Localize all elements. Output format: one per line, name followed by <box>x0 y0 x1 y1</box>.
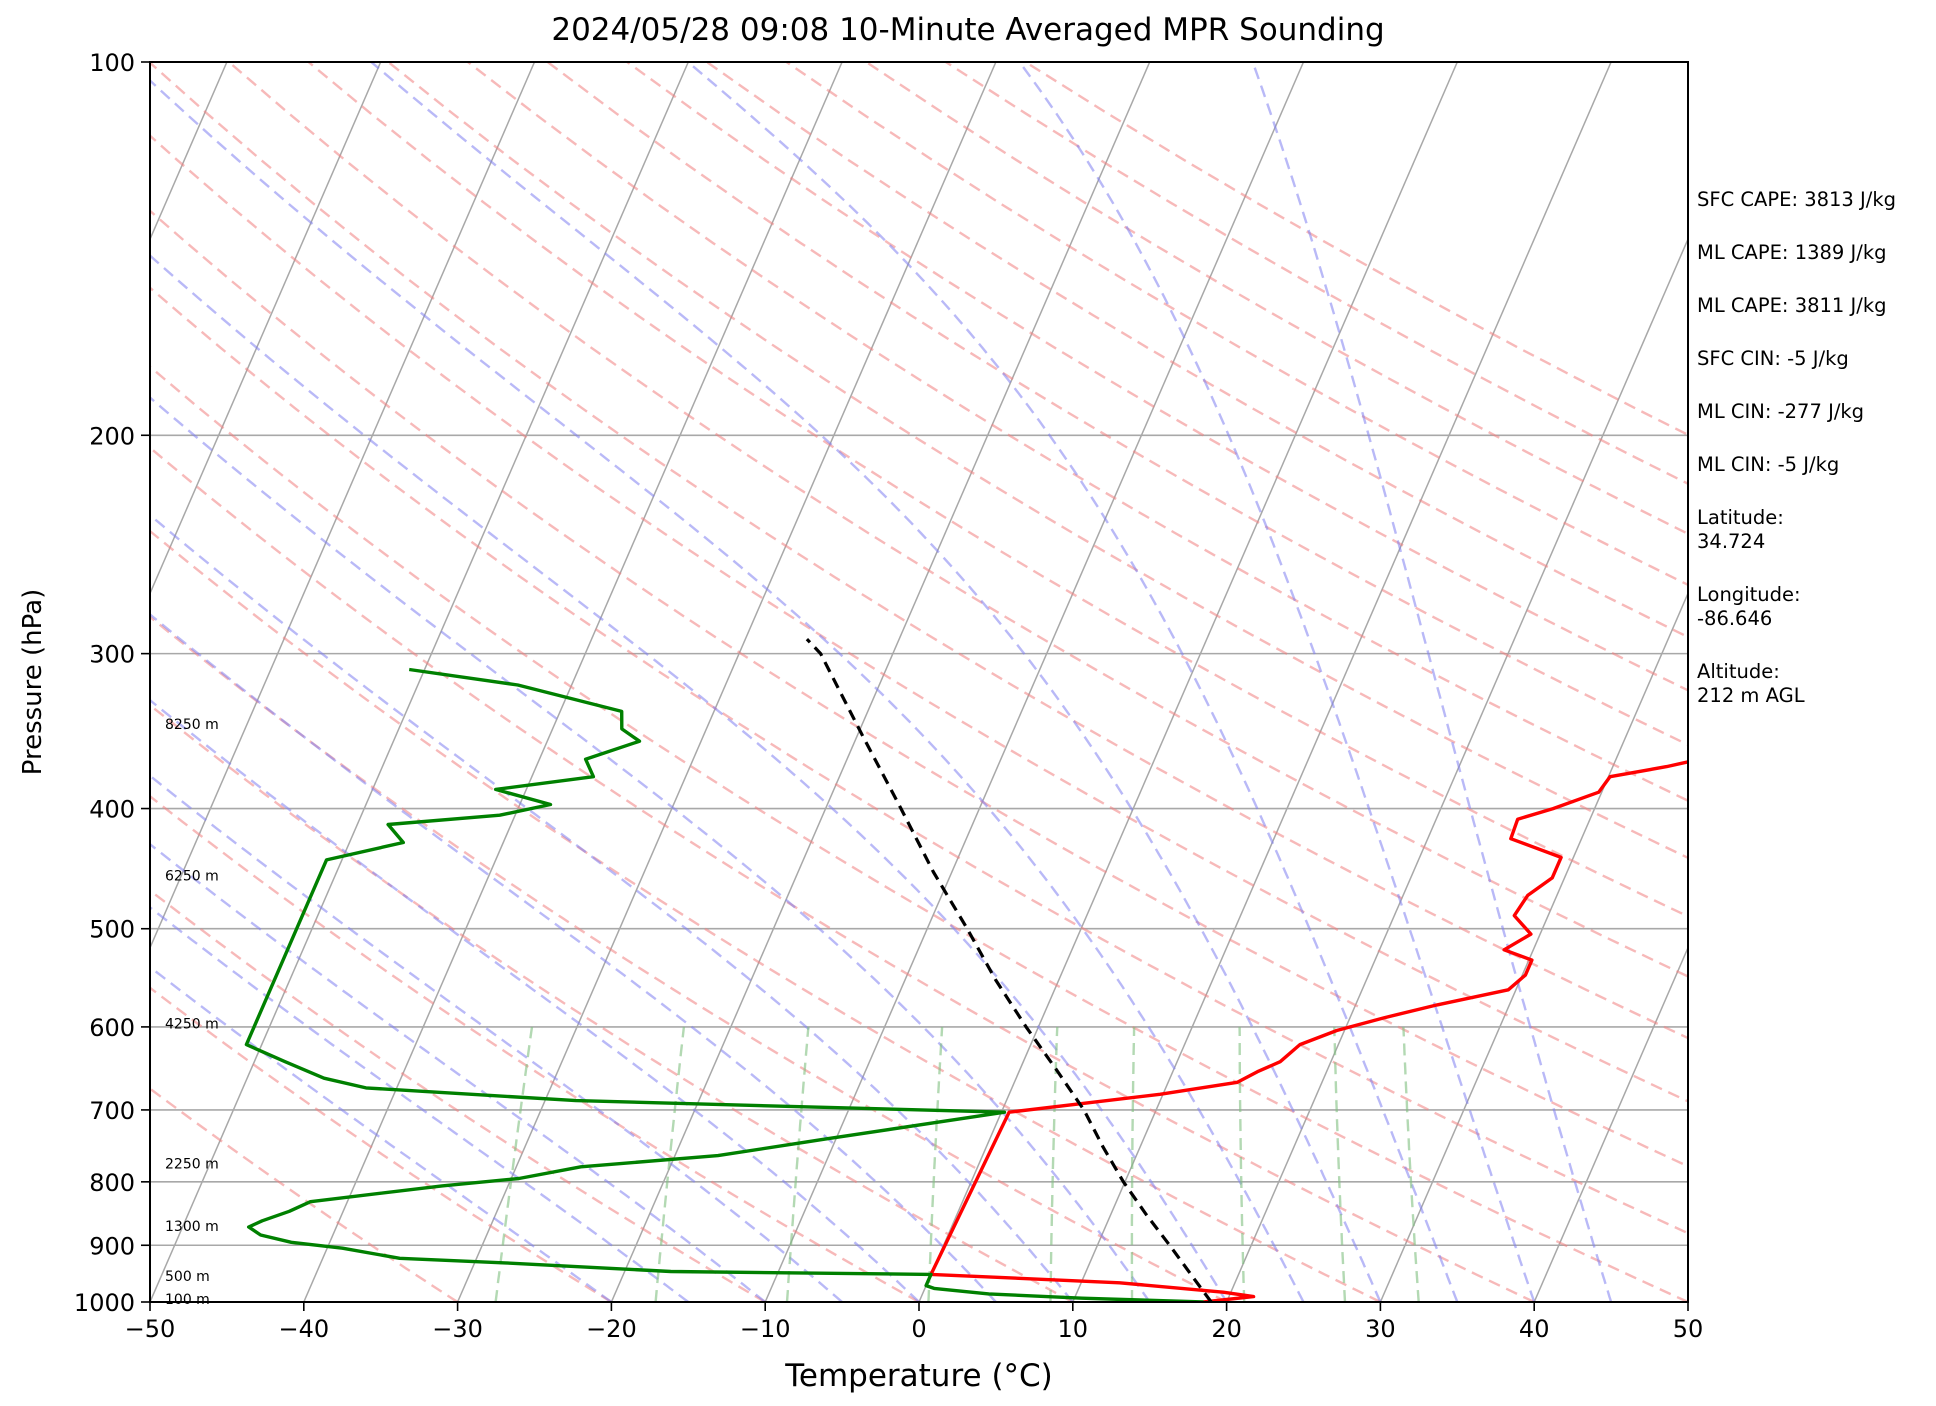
y-axis-label: Pressure (hPa) <box>18 589 48 776</box>
isotherm-line <box>1225 237 1688 1302</box>
moist-adiabat-line <box>150 396 1151 1302</box>
dry-adiabat-line <box>706 62 1688 639</box>
y-tick-label: 1000 <box>74 1289 135 1317</box>
isotherm-line <box>764 62 1305 1302</box>
mixing-ratio-line <box>785 1026 810 1302</box>
isotherm-line <box>610 62 1151 1302</box>
moist-adiabat-line <box>370 62 1382 1302</box>
dry-adiabat-line <box>150 888 766 1302</box>
stat-latitude: Latitude: 34.724 <box>1697 506 1784 553</box>
x-tick-label: 20 <box>1211 1315 1242 1343</box>
mixing-ratio-line <box>927 1026 944 1302</box>
moist-adiabat-line <box>150 253 1228 1302</box>
dry-adiabat-line <box>387 62 1688 860</box>
x-tick-label: 50 <box>1673 1315 1704 1343</box>
moist-adiabat-line <box>687 62 1459 1302</box>
height-label: 2250 m <box>165 1156 219 1172</box>
y-tick-label: 400 <box>89 796 135 824</box>
isotherm-line <box>150 62 536 950</box>
x-tick-label: −40 <box>278 1315 329 1343</box>
stat-altitude: Altitude: 212 m AGL <box>1697 660 1805 707</box>
dry-adiabat-line <box>546 62 1688 747</box>
moist-adiabat-line <box>150 612 997 1302</box>
moist-adiabat-line <box>1251 62 1613 1302</box>
isotherm-line <box>150 62 382 596</box>
dry-adiabat-line <box>150 1087 459 1302</box>
dry-adiabat-line <box>467 62 1688 802</box>
moist-adiabat-line <box>1018 62 1536 1302</box>
stat-ml-cape-2: ML CAPE: 3811 J/kg <box>1697 294 1887 317</box>
stat-ml-cape: ML CAPE: 1389 J/kg <box>1697 241 1887 264</box>
x-tick-label: 10 <box>1058 1315 1089 1343</box>
moist-adiabat-line <box>150 513 1074 1302</box>
stat-longitude: Longitude: -86.646 <box>1697 583 1801 630</box>
x-axis-label: Temperature (°C) <box>784 1358 1053 1394</box>
mixing-ratio-line <box>654 1026 686 1302</box>
mixing-ratio-line <box>494 1026 534 1302</box>
moist-adiabat-line <box>150 774 843 1302</box>
y-tick-label: 100 <box>89 49 135 77</box>
y-tick-label: 700 <box>89 1097 135 1125</box>
x-tick-label: 40 <box>1519 1315 1550 1343</box>
y-tick-label: 500 <box>89 916 135 944</box>
dry-adiabat-line <box>150 529 1381 1302</box>
height-label: 1300 m <box>165 1219 219 1235</box>
dry-adiabat-line <box>150 209 1688 1168</box>
stat-sfc-cin: SFC CIN: -5 J/kg <box>1697 347 1849 370</box>
mixing-ratio-line <box>1402 1026 1420 1302</box>
dry-adiabat-line <box>150 286 1688 1235</box>
stat-ml-cin: ML CIN: -277 J/kg <box>1697 400 1865 423</box>
x-tick-label: −50 <box>125 1315 176 1343</box>
x-tick-label: −10 <box>740 1315 791 1343</box>
plot-frame <box>149 61 1689 1303</box>
x-tick-label: −30 <box>432 1315 483 1343</box>
isotherm-line <box>456 62 997 1302</box>
dry-adiabat-line <box>150 986 613 1302</box>
dry-adiabat-line <box>150 615 1228 1302</box>
isotherm-line <box>1533 945 1688 1302</box>
temperature-line <box>929 760 1688 1302</box>
mixing-ratio-line <box>1238 1026 1246 1302</box>
y-tick-label: 600 <box>89 1014 135 1042</box>
x-tick-label: 30 <box>1365 1315 1396 1343</box>
x-tick-label: 0 <box>911 1315 926 1343</box>
y-tick-label: 200 <box>89 422 135 450</box>
dry-adiabat-line <box>150 62 1688 1040</box>
isotherm-line <box>1379 591 1688 1302</box>
mixing-ratio-line <box>1049 1026 1059 1302</box>
isotherm-line <box>918 62 1458 1302</box>
isotherm-line <box>1072 62 1612 1302</box>
mixing-ratio-line <box>1130 1026 1136 1302</box>
isotherm-line <box>303 62 843 1302</box>
dry-adiabat-line <box>150 446 1535 1302</box>
stats-panel: SFC CAPE: 3813 J/kg ML CAPE: 1389 J/kg M… <box>1697 188 1932 737</box>
moist-adiabat-line <box>150 698 920 1302</box>
height-label: 4250 m <box>165 1016 219 1032</box>
y-tick-label: 300 <box>89 641 135 669</box>
height-label: 6250 m <box>165 869 219 885</box>
isotherm-line <box>150 62 689 1302</box>
height-label: 500 m <box>165 1269 210 1285</box>
dry-adiabat-line <box>307 62 1688 918</box>
stat-sfc-cape: SFC CAPE: 3813 J/kg <box>1697 188 1897 211</box>
y-tick-label: 800 <box>89 1169 135 1197</box>
dry-adiabat-line <box>150 794 920 1302</box>
stat-ml-cin-2: ML CIN: -5 J/kg <box>1697 453 1840 476</box>
x-tick-label: −20 <box>586 1315 637 1343</box>
dry-adiabat-line <box>150 134 1688 1103</box>
height-label: 8250 m <box>165 717 219 733</box>
dry-adiabat-line <box>150 703 1074 1302</box>
moist-adiabat-line <box>150 78 1305 1302</box>
chart-title: 2024/05/28 09:08 10-Minute Averaged MPR … <box>551 12 1385 48</box>
dewpoint-line <box>244 667 1204 1302</box>
moist-adiabat-line <box>150 842 766 1302</box>
mixing-ratio-line <box>1333 1026 1347 1302</box>
dry-adiabat-line <box>150 365 1688 1302</box>
y-tick-label: 900 <box>89 1232 135 1260</box>
height-label: 100 m <box>165 1292 210 1308</box>
